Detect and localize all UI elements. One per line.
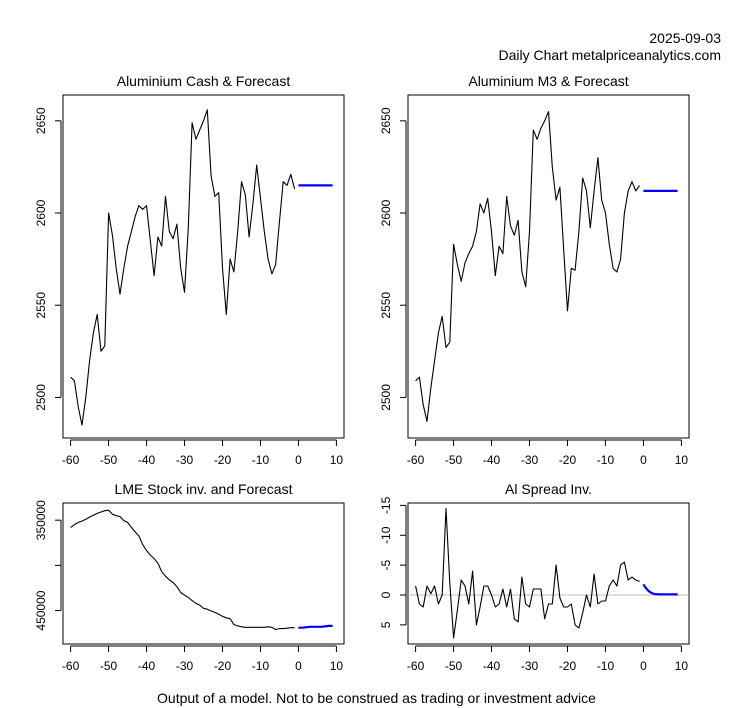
stock-x-tick-label: -50 [100,659,118,673]
cash-x-tick-label: -50 [100,453,118,467]
cash-x-tick-label: -30 [176,453,194,467]
chart-subtitle: Daily Chart metalpriceanalytics.com [498,47,721,63]
stock-y-tick-label: 350000 [34,500,48,540]
m3-history-line [415,111,641,422]
stock-plot-frame [62,502,345,645]
spread-x-tick-label: -20 [559,659,577,673]
m3-y-tick-label: 2500 [379,384,393,411]
spread-y-tick-label: -5 [379,559,393,570]
cash-x-tick-label: 10 [330,453,344,467]
m3-y-tick-label: 2550 [379,292,393,319]
stock-x-tick-label: -60 [62,659,80,673]
spread-x-tick-label: -40 [483,659,501,673]
spread-forecast-line [642,583,678,596]
spread-x-tick-label: -30 [521,659,539,673]
m3-x-tick-label: -20 [559,453,577,467]
m3-y-tick-label: 2650 [379,107,393,134]
stock-x-tick-label: -40 [138,659,156,673]
stock-x-tick-label: -30 [176,659,194,673]
cash-x-tick-label: -60 [62,453,80,467]
cash-plot-frame [62,94,345,439]
cash-x-tick-label: -10 [252,453,270,467]
m3-x-tick-label: 0 [640,453,647,467]
disclaimer-footer: Output of a model. Not to be construed a… [157,690,596,706]
spread-y-tick-label: -10 [379,526,393,544]
spread-y-tick-label: 0 [379,591,393,598]
spread-history-line [415,507,640,639]
stock-x-tick-label: -10 [252,659,270,673]
m3-chart-title: Aluminium M3 & Forecast [468,73,629,89]
spread-plot-frame [407,502,690,645]
m3-x-tick-label: -30 [521,453,539,467]
cash-y-tick-label: 2600 [34,199,48,226]
spread-chart-title: Al Spread Inv. [505,481,592,497]
stock-y-tick-label: 450000 [34,590,48,630]
stock-chart-title: LME Stock inv. and Forecast [114,481,293,497]
m3-x-tick-label: -40 [483,453,501,467]
m3-x-tick-label: 10 [675,453,689,467]
cash-y-tick-label: 2650 [34,107,48,134]
spread-y-tick-label: 5 [379,621,393,628]
stock-forecast-line [298,624,333,629]
stock-history-line [70,509,295,631]
cash-y-tick-label: 2550 [34,292,48,319]
spread-x-tick-label: -50 [445,659,463,673]
spread-x-tick-label: -60 [407,659,425,673]
chart-date: 2025-09-03 [649,30,721,46]
spread-x-tick-label: 0 [640,659,647,673]
stock-x-tick-label: 0 [295,659,302,673]
cash-x-tick-label: -40 [138,453,156,467]
cash-chart-title: Aluminium Cash & Forecast [116,73,291,89]
spread-y-tick-label: -15 [379,496,393,514]
spread-x-tick-label: -10 [597,659,615,673]
m3-x-tick-label: -10 [597,453,615,467]
spread-x-tick-label: 10 [675,659,689,673]
stock-x-tick-label: 10 [330,659,344,673]
cash-history-line [70,109,296,426]
stock-x-tick-label: -20 [214,659,232,673]
cash-x-tick-label: 0 [295,453,302,467]
m3-x-tick-label: -50 [445,453,463,467]
cash-x-tick-label: -20 [214,453,232,467]
m3-plot-frame [407,94,690,439]
cash-y-tick-label: 2500 [34,384,48,411]
m3-y-tick-label: 2600 [379,199,393,226]
m3-x-tick-label: -60 [407,453,425,467]
